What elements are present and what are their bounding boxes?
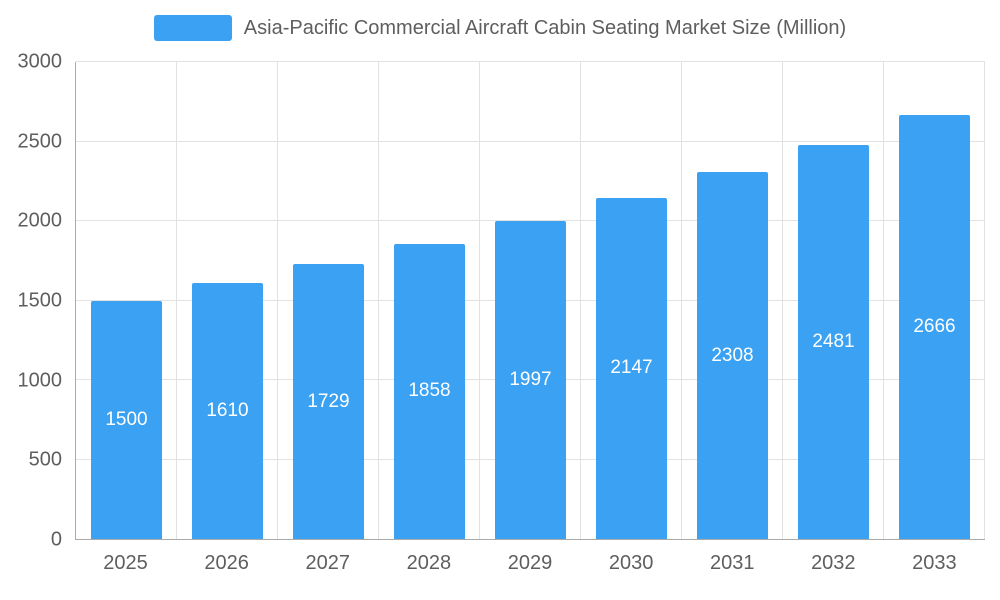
v-gridline — [580, 62, 581, 539]
x-tick-label: 2029 — [507, 552, 553, 574]
y-tick-label: 3000 — [17, 50, 63, 73]
x-tick-label: 2032 — [811, 552, 856, 574]
bar-2025[interactable]: 1500 — [91, 300, 162, 539]
h-gridline — [76, 140, 985, 142]
bar-value-label: 1610 — [206, 400, 249, 421]
v-gridline — [377, 62, 379, 539]
h-gridline — [76, 61, 985, 62]
y-tick-label: 2500 — [17, 130, 63, 153]
v-gridline — [882, 62, 884, 539]
y-tick-label: 500 — [28, 448, 62, 471]
v-gridline — [276, 62, 278, 539]
bar-value-label: 2666 — [913, 316, 956, 338]
bar-2032[interactable]: 2481 — [798, 144, 869, 539]
bar-2028[interactable]: 1858 — [394, 243, 465, 539]
plot-wrap: 0 500 1000 1500 2000 2500 3000 1500 1610 1729 185… — [18, 51, 985, 574]
plot-area: 1500 1610 1729 1858 1997 2147 2308 2481 2666 — [75, 61, 985, 540]
v-gridline — [984, 62, 985, 539]
bar-2026[interactable]: 1610 — [192, 283, 263, 539]
x-tick-label: 2027 — [305, 552, 351, 574]
x-tick-label: 2030 — [608, 552, 654, 574]
x-tick-label: 2031 — [709, 552, 755, 574]
bar-value-label: 1997 — [509, 369, 552, 391]
y-tick-label: 1500 — [17, 289, 63, 312]
x-tick-label: 2026 — [204, 552, 249, 574]
h-gridline — [76, 220, 985, 222]
y-axis: 0 500 1000 1500 2000 2500 3000 — [0, 51, 63, 551]
x-tick-label: 2028 — [406, 552, 452, 574]
x-tick-label: 2025 — [103, 552, 148, 574]
v-gridline — [478, 62, 480, 539]
bar-2027[interactable]: 1729 — [293, 264, 364, 539]
y-tick-label: 1000 — [17, 369, 63, 392]
chart-title: Asia-Pacific Commercial Aircraft Cabin S… — [243, 16, 847, 39]
bar-value-label: 1729 — [307, 390, 350, 412]
bar-2029[interactable]: 1997 — [495, 221, 566, 539]
y-tick-label: 0 — [50, 528, 62, 551]
bar-value-label: 2481 — [812, 330, 855, 352]
bar-value-label: 2147 — [610, 357, 653, 379]
v-gridline — [175, 62, 177, 539]
bar-value-label: 1500 — [105, 408, 148, 430]
x-tick-label: 2033 — [912, 552, 957, 574]
bar-value-label: 1858 — [408, 380, 451, 402]
legend-swatch-icon — [153, 15, 232, 41]
v-gridline — [782, 62, 783, 539]
x-axis: 2025 2026 2027 2028 2029 2030 2031 2032 2033 — [75, 540, 985, 582]
bar-2033[interactable]: 2666 — [899, 115, 970, 539]
bar-2030[interactable]: 2147 — [596, 197, 667, 539]
bar-value-label: 2308 — [711, 344, 754, 366]
y-tick-label: 2000 — [17, 209, 63, 232]
chart-legend[interactable]: Asia-Pacific Commercial Aircraft Cabin S… — [0, 14, 1000, 42]
v-gridline — [680, 62, 682, 539]
bar-2031[interactable]: 2308 — [697, 172, 768, 539]
